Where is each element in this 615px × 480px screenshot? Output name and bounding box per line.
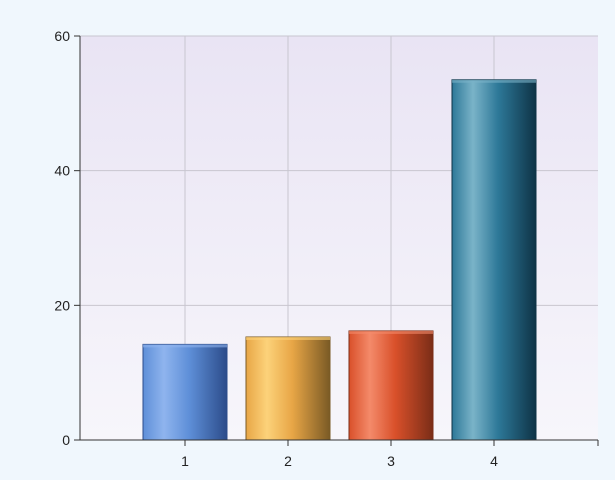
bar-cap-2 — [246, 336, 330, 340]
x-tick-label-2: 2 — [284, 453, 292, 469]
bar-cap-4 — [452, 79, 536, 83]
bar-cap-3 — [349, 330, 433, 334]
tick-labels: 0 20 40 60 1 2 3 4 — [54, 28, 498, 469]
bar-4 — [451, 79, 537, 441]
bar-cap-1 — [143, 344, 227, 348]
y-tick-label-60: 60 — [54, 28, 70, 44]
bar-1 — [142, 343, 228, 441]
bar-2 — [245, 336, 331, 441]
axes — [74, 35, 599, 446]
x-tick-label-3: 3 — [387, 453, 395, 469]
y-tick-label-40: 40 — [54, 163, 70, 179]
bars — [142, 79, 537, 441]
x-tick-label-4: 4 — [490, 453, 498, 469]
y-tick-label-0: 0 — [62, 432, 70, 448]
x-tick-label-1: 1 — [181, 453, 189, 469]
bar-3 — [348, 330, 434, 441]
y-tick-label-20: 20 — [54, 297, 70, 313]
